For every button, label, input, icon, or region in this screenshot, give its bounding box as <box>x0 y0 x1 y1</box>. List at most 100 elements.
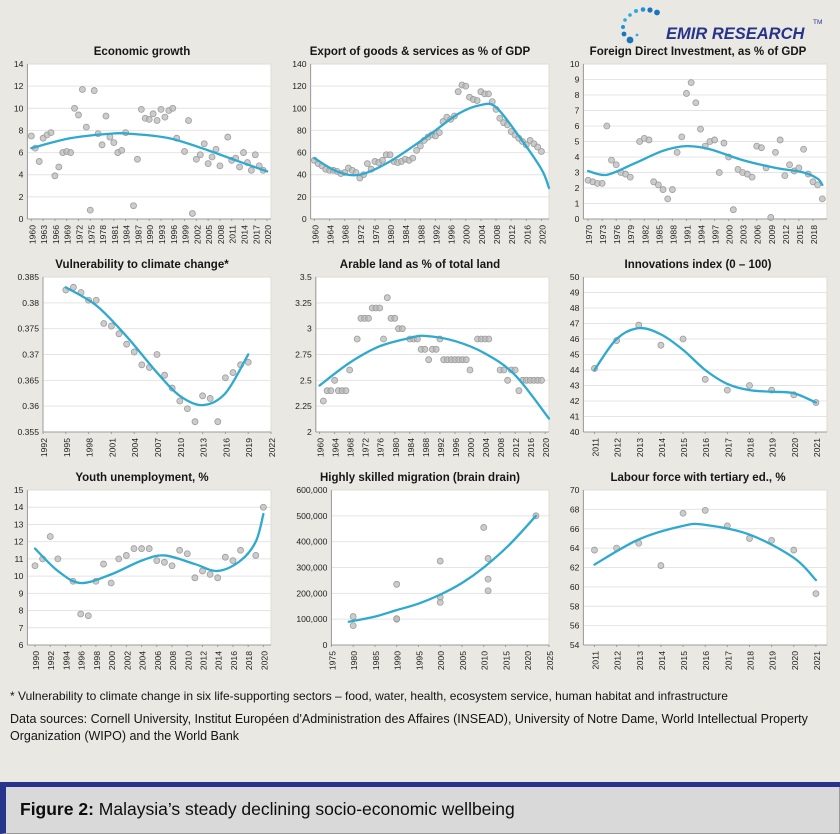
svg-text:4: 4 <box>19 170 24 180</box>
svg-text:2020: 2020 <box>259 651 269 670</box>
svg-text:1960: 1960 <box>316 438 326 457</box>
svg-text:43: 43 <box>570 381 580 391</box>
svg-text:47: 47 <box>570 319 580 329</box>
svg-text:400,000: 400,000 <box>296 537 327 547</box>
svg-text:1972: 1972 <box>356 225 366 244</box>
svg-text:2019: 2019 <box>244 438 254 457</box>
svg-text:1975: 1975 <box>327 651 337 670</box>
svg-text:6: 6 <box>575 121 580 131</box>
svg-text:1: 1 <box>575 199 580 209</box>
svg-text:40: 40 <box>297 170 307 180</box>
climate-vulnerability-plot: 0.355 0.36 0.365 0.37 0.375 0.38 0.385 1992 1995… <box>17 272 276 457</box>
svg-text:6: 6 <box>19 640 24 650</box>
chart-fdi-gdp: Foreign Direct Investment, as % of GDP 0… <box>564 46 832 259</box>
svg-text:2013: 2013 <box>199 438 209 457</box>
svg-text:2004: 2004 <box>477 225 487 244</box>
svg-text:1966: 1966 <box>51 225 61 244</box>
chart-exports-gdp: Export of goods & services as % of GDP 0… <box>286 46 554 259</box>
svg-text:2019: 2019 <box>768 438 778 457</box>
svg-text:1973: 1973 <box>598 225 608 244</box>
svg-text:120: 120 <box>292 81 307 91</box>
svg-text:9: 9 <box>19 588 24 598</box>
svg-text:2016: 2016 <box>701 438 711 457</box>
svg-text:1968: 1968 <box>341 225 351 244</box>
svg-text:600,000: 600,000 <box>296 485 327 495</box>
svg-text:4: 4 <box>575 152 580 162</box>
svg-text:64: 64 <box>570 543 580 553</box>
svg-text:1993: 1993 <box>157 225 167 244</box>
svg-text:14: 14 <box>14 502 24 512</box>
chart-title: Labour force with tertiary ed., % <box>610 472 786 484</box>
svg-text:0: 0 <box>575 214 580 224</box>
chart-title: Innovations index (0 – 100) <box>624 259 772 271</box>
chart-title: Economic growth <box>93 46 191 58</box>
svg-text:2007: 2007 <box>153 438 163 457</box>
svg-text:1960: 1960 <box>310 225 320 244</box>
svg-text:62: 62 <box>570 563 580 573</box>
svg-text:60: 60 <box>570 582 580 592</box>
svg-text:2009: 2009 <box>767 225 777 244</box>
svg-text:1992: 1992 <box>431 225 441 244</box>
svg-text:2019: 2019 <box>768 651 778 670</box>
svg-text:1997: 1997 <box>711 225 721 244</box>
svg-text:2: 2 <box>19 192 24 202</box>
svg-text:2.5: 2.5 <box>300 375 312 385</box>
chart-title: Export of goods & services as % of GDP <box>309 46 531 58</box>
svg-text:41: 41 <box>570 412 580 422</box>
svg-text:2017: 2017 <box>723 651 733 670</box>
svg-text:10: 10 <box>570 59 580 69</box>
svg-text:1964: 1964 <box>331 438 341 457</box>
svg-text:2013: 2013 <box>635 651 645 670</box>
svg-text:10: 10 <box>14 571 24 581</box>
svg-text:2020: 2020 <box>263 225 273 244</box>
svg-text:1960: 1960 <box>27 225 37 244</box>
exports-gdp-plot: 0 20 40 60 80 100 120 140 1960 1964 1968 1972 1976 19… <box>292 59 551 244</box>
svg-text:2018: 2018 <box>745 438 755 457</box>
svg-text:1992: 1992 <box>39 438 49 457</box>
svg-text:0: 0 <box>323 640 328 650</box>
svg-text:2012: 2012 <box>613 438 623 457</box>
data-sources-note: Data sources: Cornell University, Instit… <box>10 712 808 743</box>
svg-text:12: 12 <box>14 81 24 91</box>
svg-text:1975: 1975 <box>86 225 96 244</box>
chart-title: Highly skilled migration (brain drain) <box>320 472 520 484</box>
chart-arable-land: Arable land as % of total land 2 2.25 2.5 2… <box>286 259 554 472</box>
svg-text:1988: 1988 <box>416 225 426 244</box>
svg-text:7: 7 <box>575 106 580 116</box>
svg-text:1987: 1987 <box>133 225 143 244</box>
svg-text:2021: 2021 <box>812 438 822 457</box>
svg-text:1985: 1985 <box>371 651 381 670</box>
chart-tertiary-labour: Labour force with tertiary ed., % 54 56 58… <box>564 472 832 685</box>
svg-text:2002: 2002 <box>192 225 202 244</box>
tertiary-labour-plot: 54 56 58 60 62 64 66 68 70 2011 2012 2013 2014 2015 20… <box>570 485 828 670</box>
svg-text:2003: 2003 <box>739 225 749 244</box>
svg-text:2015: 2015 <box>679 438 689 457</box>
svg-text:14: 14 <box>14 59 24 69</box>
chart-climate-vulnerability: Vulnerability to climate change* 0.355 0.… <box>8 259 276 472</box>
chart-title: Foreign Direct Investment, as % of GDP <box>589 46 807 58</box>
svg-text:1964: 1964 <box>326 225 336 244</box>
svg-text:8: 8 <box>19 606 24 616</box>
svg-text:2020: 2020 <box>790 651 800 670</box>
svg-text:1996: 1996 <box>447 225 457 244</box>
svg-text:2018: 2018 <box>809 225 819 244</box>
svg-text:2017: 2017 <box>723 438 733 457</box>
svg-text:2016: 2016 <box>221 438 231 457</box>
svg-text:44: 44 <box>570 365 580 375</box>
svg-text:200,000: 200,000 <box>296 588 327 598</box>
svg-text:2014: 2014 <box>657 651 667 670</box>
svg-text:2001: 2001 <box>107 438 117 457</box>
svg-text:2000: 2000 <box>436 651 446 670</box>
header: EMIR RESEARCH TM <box>0 0 840 46</box>
svg-text:7: 7 <box>19 623 24 633</box>
svg-text:2014: 2014 <box>657 438 667 457</box>
svg-text:42: 42 <box>570 396 580 406</box>
svg-text:0.385: 0.385 <box>17 272 39 282</box>
svg-text:2000: 2000 <box>462 225 472 244</box>
svg-text:68: 68 <box>570 504 580 514</box>
svg-text:2010: 2010 <box>480 651 490 670</box>
svg-text:2014: 2014 <box>214 651 224 670</box>
svg-text:2016: 2016 <box>701 651 711 670</box>
charts-grid: Economic growth 0 2 4 6 8 10 12 14 1960 1963 1966 1… <box>0 46 840 685</box>
